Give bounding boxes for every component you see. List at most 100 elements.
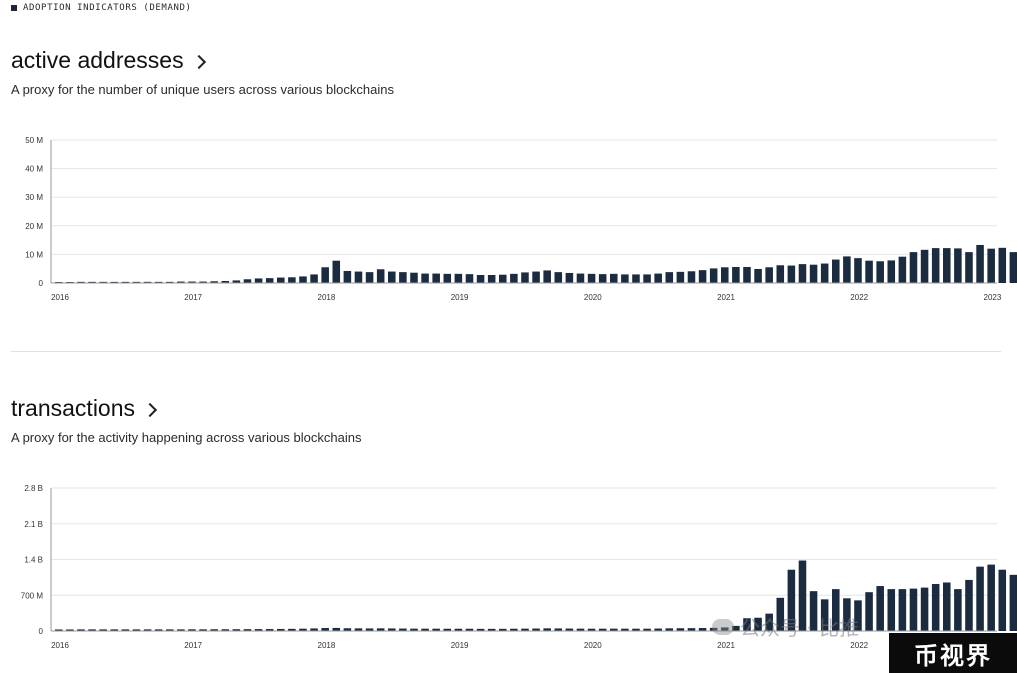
bar: [88, 281, 96, 283]
kicker-label: ADOPTION INDICATORS (DEMAND): [23, 3, 192, 13]
y-tick-label: 1.4 B: [24, 556, 43, 565]
bar: [876, 261, 884, 283]
bar: [654, 628, 662, 631]
bar: [132, 281, 141, 283]
active-addresses-chart: 0 10 M 20 M 30 M 40 M 50 M 2016 2017 2018 2019 202…: [25, 136, 1017, 302]
bar: [987, 564, 995, 631]
bar: [832, 259, 840, 283]
bar: [55, 629, 63, 631]
bar: [299, 276, 307, 283]
bar: [376, 628, 385, 631]
section-kicker: ADOPTION INDICATORS (DEMAND): [11, 3, 192, 13]
bar: [121, 281, 130, 283]
bar: [809, 264, 818, 283]
x-tick-label: 2020: [584, 641, 602, 650]
bar: [343, 270, 352, 283]
bar: [743, 266, 751, 283]
bar: [598, 274, 607, 283]
bar: [687, 271, 696, 283]
bar: [854, 258, 862, 283]
bar: [598, 628, 607, 631]
bar: [177, 281, 185, 283]
bar: [854, 600, 862, 631]
chevron-right-icon: [191, 54, 206, 69]
bar: [754, 617, 762, 631]
transactions-title-link[interactable]: transactions: [11, 395, 158, 422]
bar: [931, 248, 940, 283]
bar: [454, 628, 463, 631]
bar: [132, 629, 141, 631]
x-tick-label: 2023: [984, 293, 1002, 302]
bar: [787, 265, 796, 283]
bar: [77, 629, 85, 631]
active-addresses-title-link[interactable]: active addresses: [11, 47, 206, 74]
brand-watermark: 币视界: [889, 633, 1017, 673]
bar: [876, 586, 884, 631]
bar: [976, 566, 984, 631]
bar: [221, 629, 230, 631]
bar: [721, 267, 729, 283]
x-tick-label: 2017: [184, 293, 202, 302]
bar: [610, 628, 618, 631]
bar: [110, 629, 119, 631]
bar: [987, 248, 995, 283]
bar: [99, 629, 107, 631]
bar: [210, 629, 218, 631]
x-tick-label: 2017: [184, 641, 202, 650]
bar: [210, 281, 218, 283]
bar: [532, 271, 540, 283]
bar: [610, 273, 618, 283]
bar: [365, 628, 374, 631]
bar: [221, 280, 230, 283]
bar: [954, 589, 962, 631]
bar: [499, 274, 507, 283]
bar: [576, 273, 585, 283]
bar: [232, 629, 241, 631]
bar: [443, 628, 452, 631]
bar: [410, 272, 418, 283]
x-tick-label: 2021: [717, 641, 735, 650]
x-tick-label: 2022: [850, 293, 868, 302]
bar: [698, 628, 707, 631]
y-tick-label: 30 M: [25, 193, 43, 202]
y-tick-label: 2.1 B: [24, 520, 43, 529]
section-divider: [11, 351, 1001, 352]
bar: [487, 274, 496, 283]
bar: [898, 256, 907, 283]
bar: [465, 628, 474, 631]
bar: [421, 273, 429, 283]
bar: [321, 267, 329, 283]
bar: [143, 629, 152, 631]
bar: [865, 592, 873, 631]
y-tick-label: 2.8 B: [24, 484, 43, 493]
bar: [887, 589, 896, 631]
bar: [643, 274, 651, 283]
bar: [1009, 252, 1017, 283]
chevron-right-icon: [142, 402, 158, 417]
y-tick-label: 20 M: [25, 222, 43, 231]
bar: [310, 628, 318, 631]
bar: [721, 627, 729, 631]
bar: [476, 628, 485, 631]
bar: [388, 628, 396, 631]
bar: [154, 629, 163, 631]
bar: [865, 260, 873, 283]
bar: [510, 628, 518, 631]
bar: [587, 273, 596, 283]
bar: [110, 281, 119, 283]
bar: [66, 629, 74, 631]
bar: [232, 280, 241, 283]
bar: [177, 629, 185, 631]
x-tick-label: 2016: [51, 293, 69, 302]
bar: [432, 273, 440, 283]
bar: [820, 599, 829, 631]
bar: [643, 628, 651, 631]
bar: [787, 569, 796, 631]
active-addresses-title: active addresses: [11, 47, 184, 73]
bar: [887, 260, 896, 283]
bar: [543, 628, 551, 631]
bar: [698, 270, 707, 283]
y-tick-label: 700 M: [21, 591, 44, 600]
active-addresses-subtitle: A proxy for the number of unique users a…: [11, 82, 394, 97]
bar: [499, 628, 507, 631]
